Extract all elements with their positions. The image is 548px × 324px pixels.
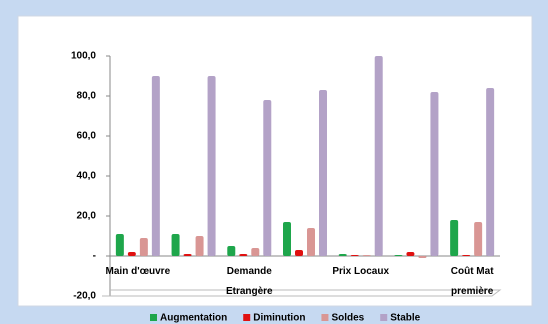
bar (207, 76, 216, 256)
y-tick-label: 20,0 (77, 211, 97, 222)
bar (171, 234, 180, 256)
bar (195, 236, 204, 256)
bar (418, 256, 427, 258)
bar (127, 252, 136, 256)
x-axis-floor (102, 289, 502, 297)
bar (283, 222, 291, 256)
bar (151, 76, 160, 256)
y-tick-label: 80,0 (77, 91, 97, 102)
y-tick-label: -20,0 (73, 291, 96, 302)
x-tick-label: Demande Etrangère (225, 266, 273, 297)
legend-swatch (380, 314, 388, 321)
bar (462, 255, 471, 256)
bar (430, 92, 439, 256)
bar (394, 255, 403, 256)
legend-label: Augmentation (160, 313, 227, 324)
x-tick-label: Prix Locaux (332, 266, 390, 277)
x-tick-label: Main d'œuvre (105, 266, 171, 277)
bar (239, 254, 248, 256)
bar (183, 254, 192, 256)
bar (115, 234, 124, 256)
bar (374, 56, 383, 256)
bar (227, 246, 236, 256)
y-tick-label: 40,0 (77, 171, 97, 182)
bar (263, 100, 272, 256)
bar (450, 220, 459, 256)
legend-label: Soldes (331, 313, 364, 324)
bar (295, 250, 303, 256)
legend-swatch (150, 314, 157, 321)
chart-panel (17, 15, 533, 307)
bar (139, 238, 148, 256)
bar (350, 255, 359, 256)
bar (338, 254, 347, 256)
bar (474, 222, 483, 256)
bar (307, 228, 315, 256)
bar (251, 248, 260, 256)
legend-swatch (321, 314, 329, 321)
y-tick-label: 100,0 (71, 51, 96, 62)
bar (406, 252, 415, 256)
y-tick-label: 60,0 (77, 131, 97, 142)
legend-label: Diminution (253, 313, 305, 324)
x-tick-label: Coût Mat première (450, 266, 494, 297)
legend-label: Stable (390, 313, 420, 324)
bar (486, 88, 495, 256)
y-tick-label: - (93, 251, 96, 262)
bar (362, 255, 371, 256)
bar (319, 90, 327, 256)
legend-swatch (243, 314, 251, 321)
